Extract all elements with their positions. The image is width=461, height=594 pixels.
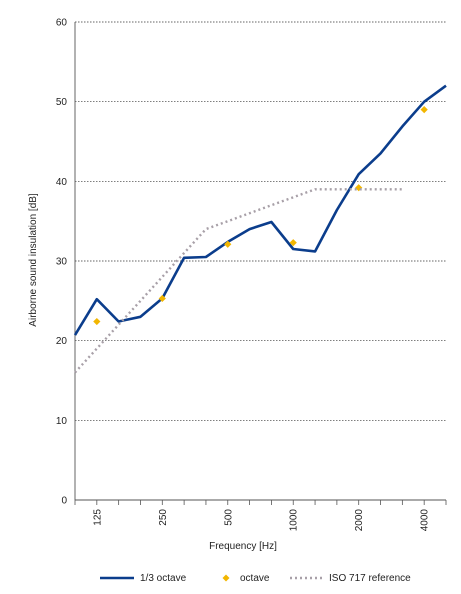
legend: 1/3 octave octave ISO 717 reference (100, 573, 411, 584)
x-axis-label: Frequency [Hz] (209, 541, 277, 552)
axes (74, 22, 446, 501)
x-tick-label-4000: 4000 (420, 509, 431, 532)
octave-point-2000 (355, 184, 363, 192)
y-tick-label-30: 30 (56, 257, 68, 268)
legend-swatch-octave (222, 574, 230, 582)
x-tick-label-250: 250 (158, 509, 169, 526)
y-axis-ticks: 0 10 20 30 40 50 60 (56, 18, 68, 507)
y-axis-label: Airborne sound insulation [dB] (28, 193, 39, 327)
octave-point-125 (93, 317, 101, 326)
legend-label-octave: octave (240, 573, 270, 584)
octave-point-500 (224, 240, 232, 248)
iso-717-reference-line (74, 188, 403, 374)
y-tick-label-50: 50 (56, 97, 68, 108)
x-tick-label-2000: 2000 (354, 509, 365, 532)
y-tick-label-40: 40 (56, 177, 68, 188)
y-tick-label-10: 10 (56, 416, 68, 427)
legend-label-iso-reference: ISO 717 reference (329, 573, 411, 584)
octave-point-4000 (420, 106, 428, 114)
x-tick-label-500: 500 (223, 509, 234, 526)
series-layer (73, 84, 447, 374)
octave-point-250 (158, 294, 166, 303)
y-tick-label-20: 20 (56, 336, 68, 347)
grid-lines (75, 21, 446, 421)
y-tick-label-60: 60 (56, 18, 68, 29)
y-tick-label-0: 0 (61, 496, 67, 507)
legend-label-third-octave: 1/3 octave (140, 573, 187, 584)
octave-point-1000 (289, 239, 297, 247)
x-tick-label-125: 125 (92, 509, 103, 526)
third-octave-line (73, 84, 447, 336)
x-axis-ticks: 125 250 500 1000 2000 4000 (74, 500, 447, 532)
x-tick-label-1000: 1000 (289, 509, 300, 532)
